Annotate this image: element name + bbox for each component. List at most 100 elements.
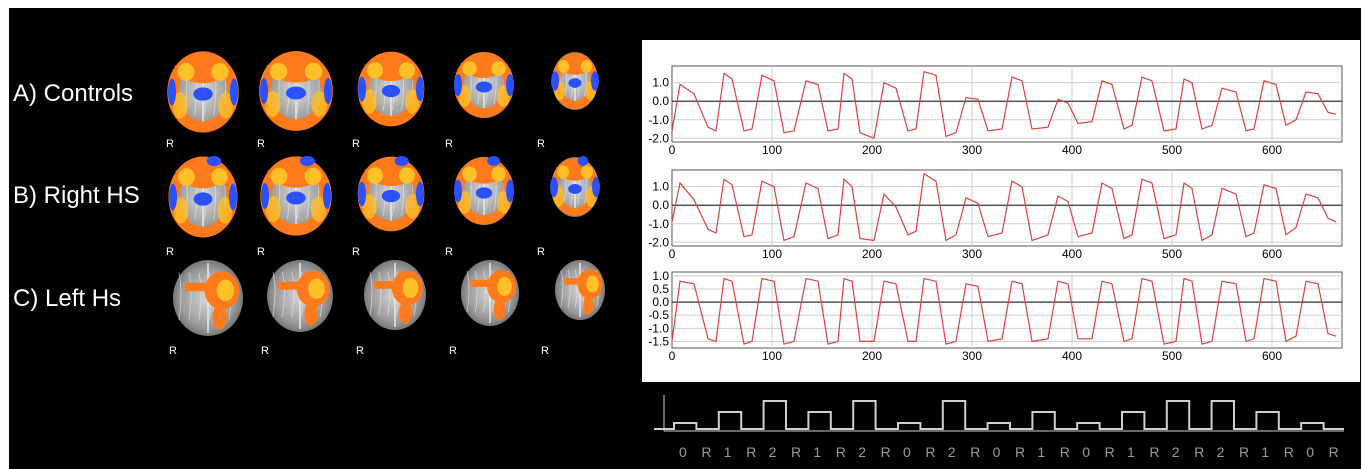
timecourse-series	[671, 70, 1337, 140]
timecourse-series	[671, 277, 1337, 345]
y-tick-label: -1.0	[648, 113, 669, 127]
orientation-mark: R	[257, 138, 265, 150]
y-tick-label: -2.0	[648, 235, 669, 249]
orientation-mark: R	[537, 246, 545, 258]
paradigm-condition-label: R	[1149, 444, 1160, 460]
y-tick-label: 0.5	[652, 282, 669, 296]
timecourse-plot: 1.00.50.0-0.5-1.0-1.50 100 200 300 400 500 600	[648, 269, 1343, 363]
paradigm-condition-label: R	[1059, 444, 1070, 460]
x-tick-label: 300	[962, 143, 982, 157]
x-tick-label: 0	[669, 349, 676, 363]
paradigm-condition-label: 1	[1127, 444, 1135, 460]
orientation-mark: R	[166, 138, 174, 150]
x-tick-label: 600	[1262, 143, 1282, 157]
paradigm-condition-label: 0	[903, 444, 911, 460]
brain-slice	[167, 51, 239, 133]
orientation-mark: R	[356, 345, 364, 357]
row-label-left-hs: C) Left Hs	[13, 285, 122, 312]
y-tick-label: 1.0	[652, 269, 669, 283]
paradigm-waveform	[654, 395, 1344, 432]
brain-slice	[454, 52, 514, 118]
paradigm-condition-label: 1	[1261, 444, 1270, 460]
row-label-right-hs: B) Right HS	[13, 182, 140, 209]
brain-slice	[357, 51, 425, 127]
x-tick-label: 200	[862, 143, 882, 157]
x-tick-label: 300	[962, 349, 982, 363]
paradigm-condition-label: R	[880, 444, 891, 460]
orientation-mark: R	[352, 246, 360, 258]
x-tick-label: 400	[1062, 143, 1082, 157]
paradigm-condition-label: 0	[679, 444, 687, 460]
x-tick-label: 200	[862, 247, 882, 261]
paradigm-condition-label: 2	[768, 444, 777, 460]
x-tick-label: 500	[1162, 349, 1182, 363]
brain-slice	[550, 156, 600, 217]
orientation-mark: R	[445, 246, 453, 258]
brain-slice	[173, 260, 243, 336]
paradigm-condition-label: 2	[1216, 444, 1225, 460]
x-tick-label: 400	[1062, 349, 1082, 363]
x-tick-label: 500	[1162, 143, 1182, 157]
paradigm-condition-label: R	[925, 444, 936, 460]
x-tick-label: 500	[1162, 247, 1182, 261]
y-tick-label: 0.0	[652, 295, 669, 309]
paradigm-condition-label: R	[746, 444, 757, 460]
orientation-mark: R	[445, 138, 453, 150]
x-tick-label: 600	[1262, 247, 1282, 261]
y-tick-label: 1.0	[652, 76, 669, 90]
orientation-mark: R	[449, 345, 457, 357]
timecourse-plots: 1.0 0.0 -1.0 -2.0 0 100 200 300 400 500 600 1.0 0.0-…	[642, 40, 1360, 382]
x-tick-label: 0	[669, 143, 676, 157]
paradigm-condition-label: 1	[723, 444, 732, 460]
paradigm-condition-label: R	[1104, 444, 1115, 460]
y-tick-label: 1.0	[652, 180, 669, 194]
brain-slice	[454, 156, 514, 225]
y-tick-label: -1.5	[648, 334, 669, 348]
paradigm-condition-label: 0	[992, 444, 1001, 460]
brain-slice	[555, 260, 605, 320]
x-tick-label: 100	[762, 247, 782, 261]
brain-slice	[461, 260, 519, 326]
paradigm-condition-label: 1	[813, 444, 822, 460]
paradigm-condition-label: R	[970, 444, 981, 460]
brain-slice	[364, 260, 426, 330]
paradigm-condition-label: R	[1283, 444, 1294, 460]
brain-slice	[267, 260, 333, 332]
timecourse-plot: 1.0 0.0 -1.0 -2.00 100 200 300 400 500 600	[648, 65, 1343, 157]
orientation-mark: R	[257, 246, 265, 258]
x-tick-label: 0	[669, 247, 676, 261]
brain-slice	[168, 156, 238, 238]
paradigm-condition-label: R	[835, 444, 846, 460]
paradigm-condition-label: R	[701, 444, 712, 460]
x-tick-label: 100	[762, 143, 782, 157]
y-tick-label: -1.0	[648, 217, 669, 231]
paradigm-condition-label: 2	[858, 444, 866, 460]
brain-slice	[259, 51, 333, 131]
paradigm-condition-label: R	[1239, 444, 1250, 460]
y-tick-label: -1.0	[648, 321, 669, 335]
paradigm-series	[654, 400, 1344, 430]
x-tick-label: 600	[1262, 349, 1282, 363]
row-label-controls: A) Controls	[13, 80, 134, 107]
paradigm-condition-label: 2	[1171, 444, 1180, 460]
paradigm-condition-label: R	[1015, 444, 1026, 460]
orientation-mark: R	[166, 246, 174, 258]
brain-slice	[551, 52, 599, 110]
orientation-mark: R	[261, 345, 269, 357]
y-tick-label: 0.0	[652, 94, 669, 108]
y-tick-label: 0.0	[652, 198, 669, 212]
figure-panel: A) Controls B) Right HS C) Left Hs R R R…	[9, 8, 1361, 469]
y-tick-label: -2.0	[648, 131, 669, 145]
y-tick-label: -0.5	[648, 308, 669, 322]
orientation-mark: R	[537, 138, 545, 150]
x-tick-label: 400	[1062, 247, 1082, 261]
paradigm-condition-label: 0	[1306, 444, 1314, 460]
paradigm-condition-label: 1	[1037, 444, 1046, 460]
paradigm-condition-label: 2	[947, 444, 956, 460]
orientation-mark: R	[169, 345, 177, 357]
timecourse-svg: 1.00.0-1.0-2.00 100 200 300 400 500 6001.00.0-…	[648, 65, 1343, 363]
orientation-mark: R	[541, 345, 549, 357]
brain-slice	[357, 156, 425, 232]
x-tick-label: 100	[762, 349, 782, 363]
paradigm-condition-label: R	[1194, 444, 1205, 460]
